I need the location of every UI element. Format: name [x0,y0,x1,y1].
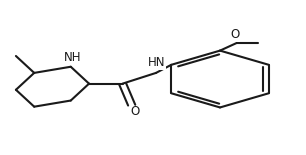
Text: NH: NH [64,51,81,64]
Text: O: O [231,28,240,41]
Text: HN: HN [148,56,166,69]
Text: O: O [131,105,140,118]
